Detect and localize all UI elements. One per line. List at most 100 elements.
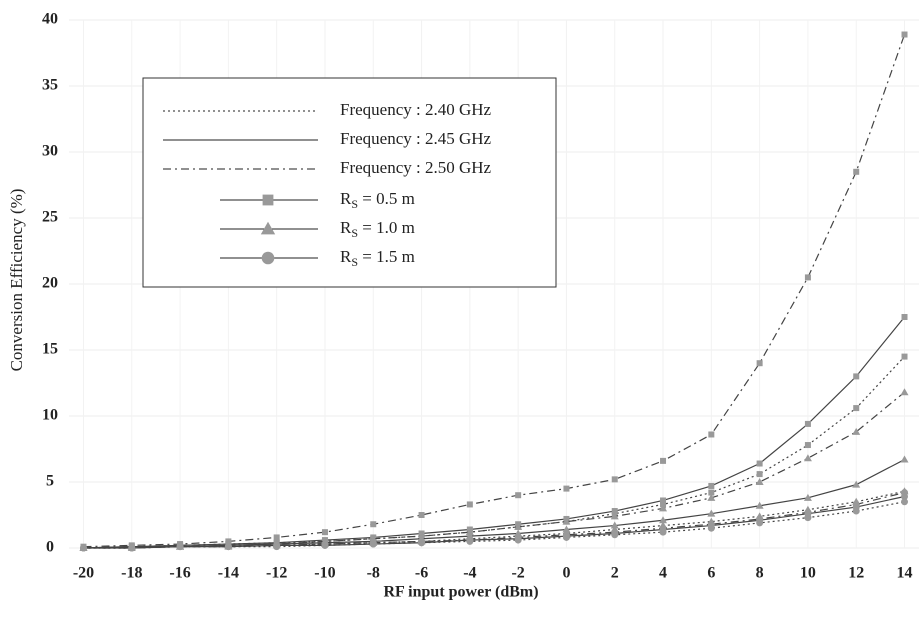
data-point [852, 427, 861, 435]
data-point [224, 543, 232, 551]
legend-label-main: R [340, 189, 352, 208]
data-point [756, 471, 763, 478]
data-point [901, 493, 909, 501]
legend-label: RS = 1.5 m [340, 247, 415, 269]
data-point [853, 373, 860, 380]
data-point [562, 533, 570, 541]
data-point [660, 497, 667, 504]
y-tick-label: 0 [46, 539, 54, 556]
legend-label-sub: S [351, 255, 358, 269]
data-point [804, 274, 811, 281]
x-tick-label: 14 [897, 565, 913, 582]
data-point [515, 492, 522, 499]
x-tick-label: -14 [218, 565, 239, 582]
legend-label: RS = 1.0 m [340, 218, 415, 240]
series-line [83, 391, 905, 549]
data-point [708, 482, 715, 489]
data-point [659, 528, 667, 536]
legend-label-sub: S [351, 197, 358, 211]
data-point [852, 480, 861, 488]
y-axis-title: Conversion Efficiency (%) [7, 189, 26, 372]
data-point [901, 314, 908, 320]
x-tick-label: 2 [611, 565, 619, 582]
x-tick-label: 10 [800, 565, 816, 582]
data-point [804, 442, 811, 449]
data-point [128, 544, 136, 552]
legend-label-rest: = 1.0 m [358, 218, 415, 237]
y-tick-label: 30 [42, 143, 58, 160]
data-point [755, 501, 764, 509]
data-point [659, 516, 668, 524]
data-point [563, 485, 570, 492]
data-point [418, 539, 426, 547]
series-line [83, 316, 905, 549]
data-point [321, 529, 328, 536]
x-tick-label: -18 [121, 565, 142, 582]
legend-label-main: R [340, 218, 352, 237]
data-point [852, 507, 860, 515]
y-tick-label: 10 [42, 407, 58, 424]
x-tick-label: 4 [659, 565, 667, 582]
series-line [83, 459, 905, 549]
series-line [83, 491, 905, 549]
data-point [708, 431, 715, 438]
legend-label-rest: = 1.5 m [358, 247, 415, 266]
data-point [418, 512, 425, 518]
data-point [900, 388, 909, 396]
x-tick-label: 12 [848, 565, 864, 582]
data-point [611, 476, 618, 483]
series-line [83, 34, 906, 548]
data-point [611, 531, 619, 539]
data-point [514, 536, 522, 544]
legend-label-main: R [340, 247, 352, 266]
legend-marker [261, 251, 275, 265]
data-point [803, 493, 812, 501]
data-point [610, 512, 619, 520]
x-tick-label: -6 [415, 565, 428, 582]
data-point [610, 521, 619, 529]
x-axis-title: RF input power (dBm) [383, 584, 538, 601]
legend-label-sub: S [351, 226, 358, 240]
data-point [370, 521, 377, 528]
data-point [465, 528, 474, 536]
x-tick-label: 6 [707, 565, 715, 582]
y-tick-label: 15 [42, 341, 58, 358]
data-point [562, 525, 571, 533]
data-point [901, 31, 908, 38]
data-point [273, 543, 281, 551]
y-tick-label: 40 [42, 11, 58, 28]
data-point [79, 544, 87, 552]
series-line [83, 501, 905, 549]
data-point [756, 360, 763, 367]
x-tick-label: -10 [314, 565, 335, 582]
data-point [804, 514, 812, 522]
x-tick-label: -12 [266, 565, 287, 582]
data-point [853, 405, 860, 412]
data-point [853, 168, 860, 175]
data-point [369, 540, 377, 548]
data-point [273, 534, 280, 541]
data-point [756, 519, 764, 527]
data-point [755, 478, 764, 485]
data-point [562, 517, 571, 525]
y-tick-label: 35 [42, 77, 58, 94]
data-point [803, 454, 812, 462]
data-point [756, 460, 763, 467]
data-point [514, 522, 523, 530]
legend-label: Frequency : 2.40 GHz [340, 100, 492, 119]
data-point [660, 457, 667, 464]
x-tick-label: -2 [511, 565, 524, 582]
legend-box [142, 77, 557, 288]
data-point [659, 504, 668, 512]
data-point [466, 501, 473, 508]
data-point [466, 537, 474, 545]
data-point [900, 455, 909, 463]
x-tick-label: -20 [73, 565, 94, 582]
x-tick-label: -16 [169, 565, 190, 582]
legend-marker [260, 221, 276, 235]
data-point [707, 509, 716, 517]
series-line [83, 356, 905, 549]
data-point [176, 543, 184, 551]
